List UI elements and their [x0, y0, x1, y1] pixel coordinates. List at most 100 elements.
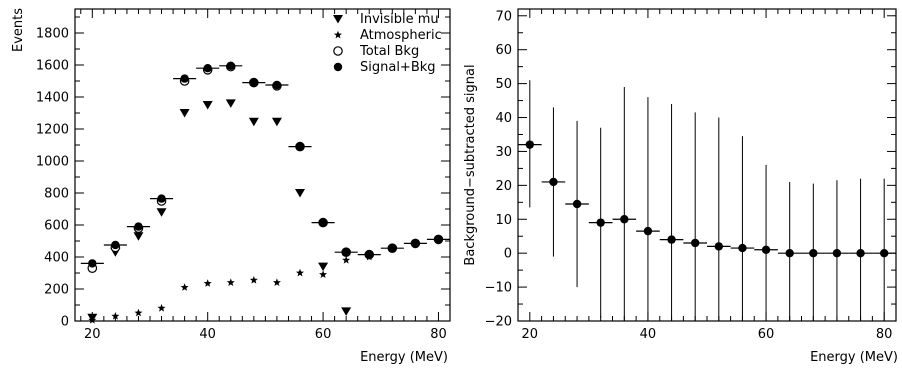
y-tick-label: 30	[495, 145, 512, 160]
data-point-circle-filled	[226, 61, 235, 70]
data-point	[785, 248, 794, 258]
left-x-axis-title: Energy (MeV)	[360, 350, 448, 365]
y-tick-label: −10	[485, 281, 512, 296]
data-point-star	[203, 279, 212, 287]
y-tick-label: −20	[485, 315, 512, 330]
data-point	[809, 248, 818, 258]
data-point-triangle-down	[202, 101, 213, 110]
x-tick-label: 20	[84, 327, 101, 342]
x-tick-label: 60	[758, 327, 775, 342]
left-plot-frame	[74, 8, 451, 322]
y-tick-label: 1000	[36, 155, 69, 170]
data-point-circle-filled	[411, 239, 420, 248]
data-point-star	[180, 283, 189, 291]
data-point-star	[134, 308, 143, 317]
right-data-marks	[518, 80, 896, 321]
data-point	[761, 245, 771, 254]
data-point-triangle-down	[133, 232, 144, 241]
data-point	[856, 248, 865, 258]
x-tick-label: 40	[199, 327, 216, 342]
x-tick-label: 80	[430, 327, 447, 342]
left-axis-ticks	[75, 9, 451, 322]
x-tick-label: 80	[876, 327, 893, 342]
data-point-triangle-down	[318, 262, 329, 272]
data-point-circle-filled	[111, 240, 120, 250]
data-point-circle-filled	[434, 235, 443, 244]
data-point-star	[226, 278, 235, 286]
data-point-triangle-down	[271, 117, 282, 127]
legend-label: Total Bkg	[359, 44, 419, 59]
data-point	[643, 226, 653, 236]
y-tick-label: 400	[44, 251, 69, 266]
right-axis-ticks	[517, 9, 897, 322]
data-point-triangle-down	[341, 307, 352, 316]
data-point-triangle-down	[156, 208, 167, 217]
data-point	[832, 248, 842, 258]
y-tick-label: 1400	[36, 91, 69, 106]
data-point-circle-filled	[249, 78, 259, 87]
right-plot-frame	[517, 8, 897, 322]
left-data-marks	[80, 61, 450, 324]
data-point-circle-filled	[388, 244, 397, 253]
data-point	[667, 235, 676, 244]
y-tick-label: 0	[61, 315, 69, 330]
data-point-triangle-down	[225, 99, 236, 108]
y-tick-label: 1600	[36, 59, 69, 74]
right-chart-panel: 20 40 60 80 −20 −10 0 10 20 30 40 50 60 70 Energy (M…	[463, 8, 898, 365]
y-tick-label: 50	[495, 77, 512, 92]
data-point-circle-filled	[180, 74, 189, 83]
data-point-circle-filled	[318, 218, 328, 227]
data-point-star	[272, 278, 281, 286]
data-point-circle-filled	[203, 63, 212, 73]
data-point-star	[88, 316, 97, 324]
left-y-tick-labels: 0 200 400 600 800 1000 1200 1400 1600 1800	[36, 27, 69, 330]
data-point-star	[249, 276, 258, 284]
data-point-triangle-down	[295, 189, 305, 198]
y-tick-label: 40	[495, 111, 512, 126]
data-point-triangle-down	[179, 109, 190, 118]
y-tick-label: 800	[44, 187, 69, 202]
data-point-star	[319, 270, 328, 278]
legend-label: Atmospheric	[360, 28, 442, 43]
x-tick-label: 60	[315, 327, 332, 342]
y-tick-label: 10	[495, 213, 512, 228]
data-point	[620, 215, 629, 224]
data-point	[879, 248, 889, 258]
right-x-tick-labels: 20 40 60 80	[522, 327, 893, 342]
data-point-circle-filled	[341, 248, 351, 257]
data-point	[738, 243, 747, 253]
data-point-triangle-down	[248, 117, 259, 127]
y-tick-label: 600	[44, 219, 69, 234]
right-y-tick-labels: −20 −10 0 10 20 30 40 50 60 70	[485, 9, 512, 329]
data-point-circle-filled	[295, 142, 305, 151]
y-tick-label: 70	[495, 9, 512, 24]
right-x-axis-title: Energy (MeV)	[810, 350, 898, 365]
left-x-tick-labels: 20 40 60 80	[84, 327, 447, 342]
data-point-star	[296, 268, 304, 277]
x-tick-label: 20	[522, 327, 539, 342]
legend-label: Signal+Bkg	[360, 60, 436, 75]
data-point-star	[342, 256, 351, 264]
data-point	[596, 218, 605, 227]
data-point-circle-filled	[365, 250, 374, 259]
legend-marker-circle-filled	[333, 62, 343, 72]
legend-marker-circle-open	[333, 46, 343, 56]
data-point	[572, 199, 582, 209]
left-y-axis-title: Events	[11, 8, 26, 52]
legend-label: Invisible mu	[360, 12, 439, 27]
legend-marker-triangle-down	[333, 15, 343, 24]
data-point-star	[157, 304, 166, 312]
y-tick-label: 200	[44, 283, 69, 298]
data-point-circle-filled	[88, 259, 97, 268]
data-point	[690, 238, 700, 248]
data-point	[714, 242, 724, 251]
data-point-circle-filled	[134, 222, 143, 231]
y-tick-label: 1200	[36, 123, 69, 138]
y-tick-label: 1800	[36, 27, 69, 42]
y-tick-label: 20	[495, 179, 512, 194]
data-point-circle-filled	[157, 194, 166, 203]
x-tick-label: 40	[640, 327, 657, 342]
data-point-star	[111, 312, 120, 320]
